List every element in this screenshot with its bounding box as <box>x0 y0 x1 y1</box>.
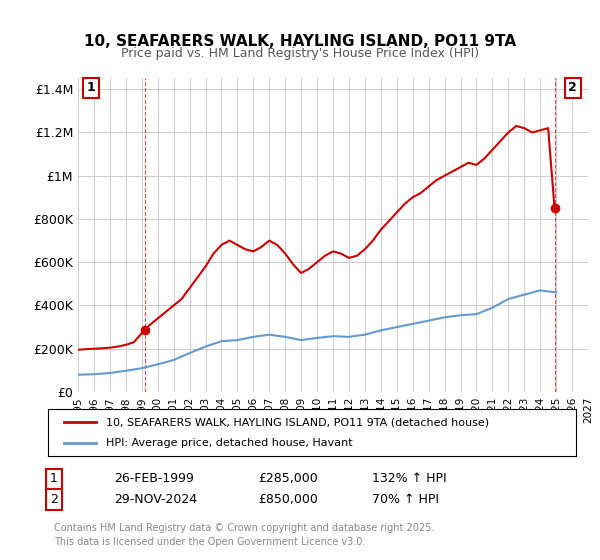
Text: 2: 2 <box>568 81 577 94</box>
Text: 70% ↑ HPI: 70% ↑ HPI <box>372 493 439 506</box>
Text: 26-FEB-1999: 26-FEB-1999 <box>114 472 194 486</box>
Text: Contains HM Land Registry data © Crown copyright and database right 2025.
This d: Contains HM Land Registry data © Crown c… <box>54 523 434 547</box>
Text: HPI: Average price, detached house, Havant: HPI: Average price, detached house, Hava… <box>106 438 353 448</box>
Text: 2: 2 <box>50 493 58 506</box>
Text: 10, SEAFARERS WALK, HAYLING ISLAND, PO11 9TA: 10, SEAFARERS WALK, HAYLING ISLAND, PO11… <box>84 35 516 49</box>
Text: 10, SEAFARERS WALK, HAYLING ISLAND, PO11 9TA (detached house): 10, SEAFARERS WALK, HAYLING ISLAND, PO11… <box>106 417 489 427</box>
Text: Price paid vs. HM Land Registry's House Price Index (HPI): Price paid vs. HM Land Registry's House … <box>121 46 479 60</box>
Text: 29-NOV-2024: 29-NOV-2024 <box>114 493 197 506</box>
Text: 1: 1 <box>50 472 58 486</box>
Text: £850,000: £850,000 <box>258 493 318 506</box>
Text: £285,000: £285,000 <box>258 472 318 486</box>
Text: 1: 1 <box>86 81 95 94</box>
Text: 132% ↑ HPI: 132% ↑ HPI <box>372 472 446 486</box>
